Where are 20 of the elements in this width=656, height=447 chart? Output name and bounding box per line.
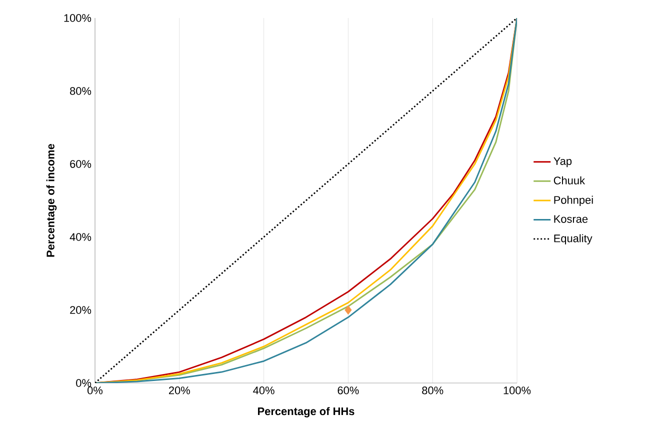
x-tick-label: 40% [253, 386, 274, 394]
y-tick-label: 60% [70, 160, 92, 168]
x-axis-title: Percentage of HHs [258, 407, 354, 418]
x-tick-label: 20% [168, 386, 190, 394]
line-series [95, 18, 518, 383]
y-tick-label: 40% [70, 233, 92, 241]
y-tick-label: 20% [70, 306, 92, 314]
legend-label: Kosrae [554, 215, 588, 223]
x-tick-label: 80% [422, 386, 444, 394]
y-tick-label: 0% [76, 379, 92, 387]
legend-label: Equality [554, 234, 592, 244]
y-axis-title: Percentage of income [46, 144, 57, 257]
y-tick-label: 100% [64, 14, 92, 22]
legend-label: Yap [554, 157, 572, 168]
legend-label: Chuuk [554, 176, 586, 184]
x-tick-label: 100% [504, 386, 531, 394]
legend-label: Pohnpei [554, 196, 593, 206]
y-tick-label: 80% [70, 87, 92, 95]
x-tick-label: 0% [88, 386, 103, 394]
x-tick-label: 60% [338, 386, 359, 394]
